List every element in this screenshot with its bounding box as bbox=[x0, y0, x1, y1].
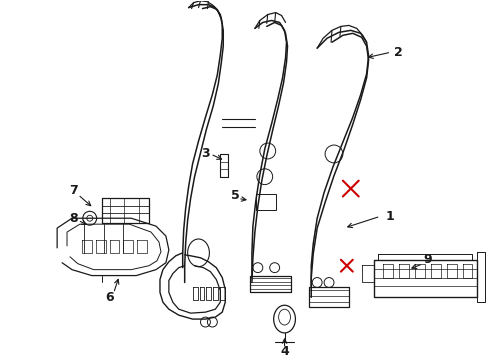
Text: 7: 7 bbox=[70, 184, 78, 197]
Text: 8: 8 bbox=[70, 212, 78, 225]
Text: 2: 2 bbox=[394, 46, 403, 59]
Text: 4: 4 bbox=[280, 345, 289, 358]
Text: 6: 6 bbox=[105, 291, 114, 304]
Text: 5: 5 bbox=[231, 189, 240, 202]
Text: 1: 1 bbox=[386, 210, 395, 223]
Text: 3: 3 bbox=[201, 148, 210, 161]
Text: 9: 9 bbox=[424, 253, 432, 266]
